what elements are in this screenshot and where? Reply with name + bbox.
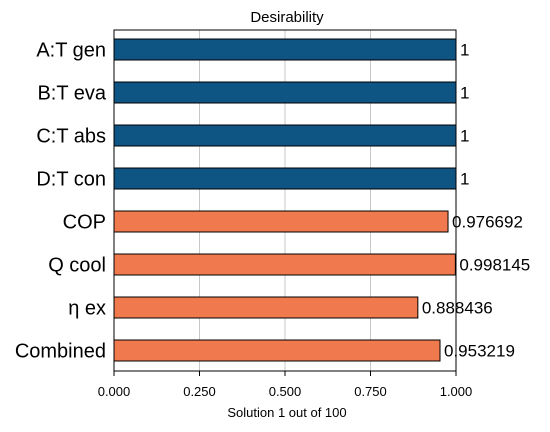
data-label: 1 xyxy=(460,170,469,189)
grid xyxy=(113,30,457,371)
category-labels: A:T gen B:T eva C:T abs D:T con COP Q cool η e… xyxy=(15,40,107,363)
x-axis-label: Solution 1 out of 100 xyxy=(227,405,346,420)
bar xyxy=(113,167,457,190)
bar xyxy=(113,210,449,233)
value-labels: 1 1 1 1 0.976692 0.998145 0.888436 0.953219 xyxy=(422,41,530,361)
chart-title: Desirability xyxy=(250,9,324,26)
category-label: A:T gen xyxy=(36,40,106,62)
x-axis-ticks: 0.000 0.250 0.500 0.750 1.000 xyxy=(98,371,473,399)
bar xyxy=(113,339,441,362)
x-tick-label: 0.750 xyxy=(354,384,387,399)
bars xyxy=(113,38,457,362)
bar xyxy=(113,124,457,147)
data-label: 1 xyxy=(460,127,469,146)
category-label: Q cool xyxy=(48,255,106,277)
bar xyxy=(113,81,457,104)
category-label: COP xyxy=(63,212,106,234)
x-tick-label: 0.500 xyxy=(269,384,302,399)
bar xyxy=(113,253,456,276)
category-label: Combined xyxy=(15,341,106,363)
data-label: 0.888436 xyxy=(422,299,493,318)
bar xyxy=(113,296,419,319)
category-label: C:T abs xyxy=(36,126,106,148)
x-tick-label: 0.250 xyxy=(183,384,216,399)
data-label: 0.976692 xyxy=(452,213,523,232)
data-label: 0.998145 xyxy=(459,256,530,275)
bar xyxy=(113,38,457,61)
data-label: 1 xyxy=(460,84,469,103)
category-label: η ex xyxy=(68,298,106,320)
x-tick-label: 1.000 xyxy=(440,384,473,399)
data-label: 1 xyxy=(460,41,469,60)
category-label: D:T con xyxy=(36,169,106,191)
category-label: B:T eva xyxy=(37,83,106,105)
data-label: 0.953219 xyxy=(444,342,515,361)
x-tick-label: 0.000 xyxy=(98,384,131,399)
